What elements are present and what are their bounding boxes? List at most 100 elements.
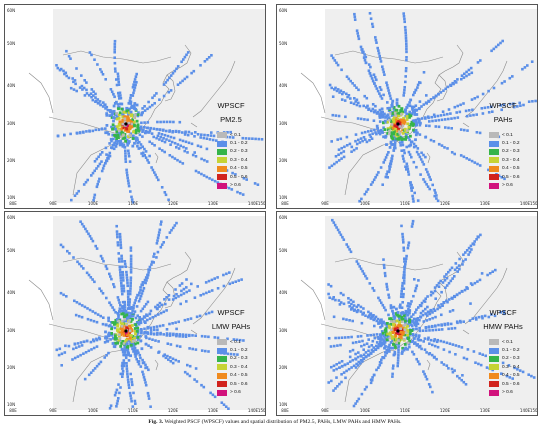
latitude-tick-label: 60N [279,8,288,13]
longitude-tick-label: 80E [9,201,17,206]
wpscf-cells [328,12,537,203]
latitude-tick-label: 30N [279,121,288,126]
legend-entry: 0.4 - 0.5 [489,165,535,173]
latitude-tick-label: 40N [7,290,16,295]
legend-label: > 0.6 [230,183,241,189]
legend-label: 0.2 - 0.3 [230,149,248,155]
map-panel-pahs: 60N 50N 40N 30N 20N 10N 80E 90E 100E 110E 120E 130E… [276,4,538,209]
receptor-site-marker [124,122,128,126]
legend-entry: 0.1 - 0.2 [217,346,263,354]
panel-pollutant-label: LMW PAHs [211,322,251,331]
legend-swatch [489,165,499,172]
legend-swatch [217,364,227,371]
legend-swatch [489,132,499,139]
legend-swatch [489,182,499,189]
longitude-tick-label: 100E [87,201,99,206]
longitude-tick-label: 80E [281,408,289,413]
longitude-tick-label: 130E [479,201,491,206]
legend-entry: 0.4 - 0.5 [489,372,535,380]
legend-label: 0.1 - 0.2 [230,348,248,354]
longitude-tick-label: 150E [257,201,266,206]
legend-swatch [217,132,227,139]
panel-pollutant-label: HMW PAHs [483,322,523,331]
longitude-tick-label: 140E [247,408,259,413]
legend-label: 0.2 - 0.3 [230,356,248,362]
longitude-tick-label: 110E [399,201,411,206]
receptor-site-marker [396,122,400,126]
panel-title: WPSCF [217,308,245,317]
map-canvas [28,9,265,204]
longitude-tick-label: 90E [49,408,57,413]
longitude-tick-label: 140E [247,201,259,206]
panel-title: WPSCF [217,101,245,110]
longitude-tick-label: 150E [257,408,266,413]
legend-entry: < 0.1 [489,338,535,346]
latitude-tick-label: 40N [7,83,16,88]
legend-label: 0.4 - 0.5 [502,373,520,379]
legend-entry: < 0.1 [217,131,263,139]
map-canvas [300,216,537,410]
legend-label: 0.1 - 0.2 [502,141,520,147]
latitude-tick-label: 20N [7,365,16,370]
legend-label: 0.5 - 0.6 [230,174,248,180]
legend-entry: 0.5 - 0.6 [217,380,263,388]
longitude-tick-label: 150E [529,408,538,413]
legend-label: 0.3 - 0.4 [230,364,248,370]
legend-entry: 0.2 - 0.3 [217,148,263,156]
latitude-tick-label: 10N [7,402,16,407]
longitude-tick-label: 100E [359,408,371,413]
longitude-tick-label: 80E [9,408,17,413]
panel-title: WPSCF [489,308,517,317]
latitude-tick-label: 30N [7,121,16,126]
legend-entry: 0.4 - 0.5 [217,372,263,380]
receptor-site-marker [124,329,128,333]
legend-swatch [489,140,499,147]
panel-pollutant-label: PM2.5 [220,115,242,124]
legend-swatch [489,372,499,379]
latitude-tick-label: 40N [279,83,288,88]
legend-label: < 0.1 [230,132,241,138]
legend-label: 0.5 - 0.6 [502,174,520,180]
legend-swatch [489,174,499,181]
model-domain [53,9,265,203]
legend-swatch [217,140,227,147]
legend-label: > 0.6 [230,390,241,396]
legend-swatch [489,148,499,155]
legend-label: < 0.1 [502,132,513,138]
latitude-tick-label: 50N [7,248,16,253]
legend-swatch [217,389,227,396]
legend-entry: 0.5 - 0.6 [489,380,535,388]
wpscf-legend: < 0.1 0.1 - 0.2 0.2 - 0.3 0.3 - 0.4 0.4 - 0.… [217,131,263,190]
legend-entry: 0.3 - 0.4 [489,156,535,164]
legend-entry: 0.1 - 0.2 [489,139,535,147]
latitude-tick-label: 50N [279,248,288,253]
legend-swatch [489,364,499,371]
longitude-tick-label: 130E [479,408,491,413]
legend-label: < 0.1 [230,339,241,345]
legend-entry: 0.3 - 0.4 [217,156,263,164]
longitude-tick-label: 110E [399,408,411,413]
longitude-tick-label: 110E [127,408,139,413]
legend-label: < 0.1 [502,339,513,345]
longitude-tick-label: 110E [127,201,139,206]
legend-label: > 0.6 [502,390,513,396]
legend-entry: > 0.6 [217,181,263,189]
longitude-tick-label: 100E [87,408,99,413]
legend-entry: 0.4 - 0.5 [217,165,263,173]
longitude-tick-label: 140E [519,201,531,206]
legend-swatch [217,148,227,155]
longitude-tick-label: 80E [281,201,289,206]
caption-label: Fig. 3. [148,419,164,425]
legend-swatch [489,157,499,164]
map-panel-lmw-pahs: 60N 50N 40N 30N 20N 10N 80E 90E 100E 110E 120E 130E… [4,211,266,416]
longitude-tick-label: 130E [207,408,219,413]
legend-entry: 0.1 - 0.2 [489,346,535,354]
latitude-tick-label: 60N [279,215,288,220]
legend-label: 0.3 - 0.4 [502,157,520,163]
legend-swatch [217,381,227,388]
legend-entry: 0.1 - 0.2 [217,139,263,147]
legend-swatch [217,372,227,379]
wpscf-legend: < 0.1 0.1 - 0.2 0.2 - 0.3 0.3 - 0.4 0.4 - 0.… [217,338,263,397]
panel-title: WPSCF [489,101,517,110]
latitude-tick-label: 60N [7,215,16,220]
